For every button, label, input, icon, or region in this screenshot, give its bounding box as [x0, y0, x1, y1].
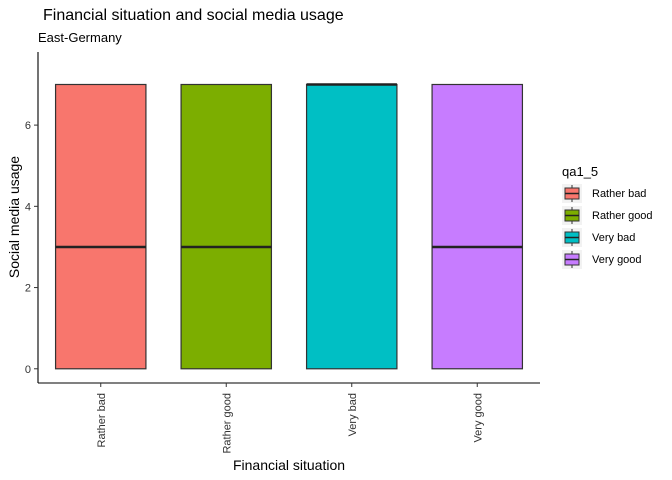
box-body	[54, 83, 147, 370]
box-body	[305, 83, 398, 370]
legend: qa1_5 Rather bad Rather good Very bad Very …	[562, 164, 653, 269]
legend-title: qa1_5	[562, 164, 598, 179]
y-tick-label: 2	[25, 283, 31, 295]
box-rather-bad	[54, 83, 147, 370]
legend-label: Rather good	[592, 210, 653, 222]
box-body	[431, 83, 524, 370]
x-tick-label: Very bad	[347, 393, 359, 436]
legend-item: Rather bad	[562, 184, 646, 203]
box-very-bad	[305, 83, 398, 370]
y-axis: 0 2 4 6	[25, 52, 39, 383]
x-tick-label: Rather good	[221, 393, 233, 454]
y-axis-title: Social media usage	[6, 156, 22, 278]
legend-label: Very good	[592, 254, 642, 266]
chart-subtitle: East-Germany	[38, 30, 122, 45]
y-tick-label: 6	[25, 120, 31, 132]
plot-panel	[54, 83, 524, 370]
y-tick-label: 0	[25, 364, 31, 376]
box-body	[180, 83, 273, 370]
legend-item: Rather good	[562, 206, 653, 225]
legend-item: Very bad	[562, 228, 635, 247]
box-rather-good	[180, 83, 273, 370]
x-tick-label: Rather bad	[96, 393, 108, 447]
legend-label: Rather bad	[592, 188, 646, 200]
box-very-good	[431, 83, 524, 370]
x-tick-label: Very good	[472, 393, 484, 443]
legend-label: Very bad	[592, 232, 635, 244]
y-tick-label: 4	[25, 201, 31, 213]
x-axis: Rather bad Rather good Very bad Very good	[38, 382, 540, 454]
legend-item: Very good	[562, 250, 642, 269]
chart-title: Financial situation and social media usa…	[43, 7, 344, 24]
x-axis-title: Financial situation	[233, 457, 345, 473]
